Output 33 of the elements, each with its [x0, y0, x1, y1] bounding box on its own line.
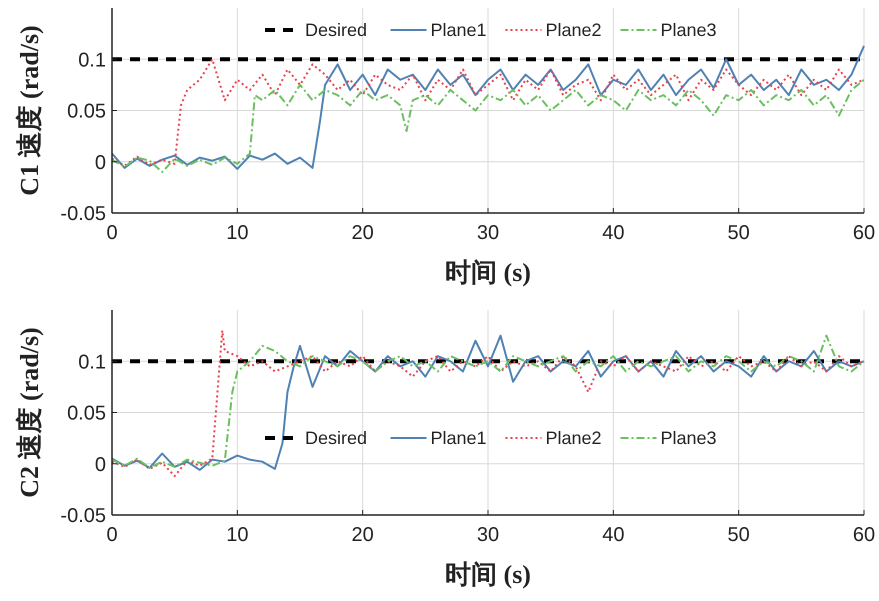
y-tick-label: 0.05	[67, 100, 106, 122]
line-series	[111, 78, 865, 173]
legend-label: Plane3	[660, 428, 717, 448]
legend-label: Desired	[305, 428, 368, 448]
x-tick-label: 50	[728, 222, 750, 244]
y-tick-label: -0.05	[60, 203, 106, 225]
x-tick-label: 20	[352, 524, 374, 546]
y-axis-title: C2 速度 (rad/s)	[15, 327, 44, 498]
legend-label: Plane1	[430, 428, 487, 448]
legend-label: Plane2	[546, 428, 602, 448]
legend-label: Plane2	[546, 20, 602, 40]
legend-label: Plane1	[430, 20, 487, 40]
legend-label: Plane3	[660, 20, 717, 40]
y-axis-title: C1 速度 (rad/s)	[15, 25, 44, 196]
x-tick-label: 10	[226, 222, 248, 244]
y-tick-label: 0	[94, 152, 106, 174]
x-tick-label: 40	[602, 222, 624, 244]
y-tick-label: 0.1	[78, 351, 106, 374]
y-tick-label: 0.05	[67, 402, 106, 424]
y-tick-label: 0	[94, 454, 106, 476]
x-tick-label: 20	[352, 222, 374, 244]
y-tick-label: -0.05	[60, 505, 106, 527]
x-tick-label: 10	[226, 524, 248, 546]
x-axis-title: 时间 (s)	[445, 560, 531, 589]
x-tick-label: 60	[852, 524, 876, 546]
x-tick-label: 30	[476, 222, 500, 244]
y-tick-label: 0.1	[78, 49, 106, 72]
x-tick-label: 50	[728, 524, 750, 546]
x-axis-title: 时间 (s)	[445, 258, 531, 287]
x-tick-label: 30	[476, 524, 500, 546]
x-tick-label: 60	[852, 222, 876, 244]
x-tick-label: 40	[602, 524, 624, 546]
legend-label: Desired	[305, 20, 368, 40]
